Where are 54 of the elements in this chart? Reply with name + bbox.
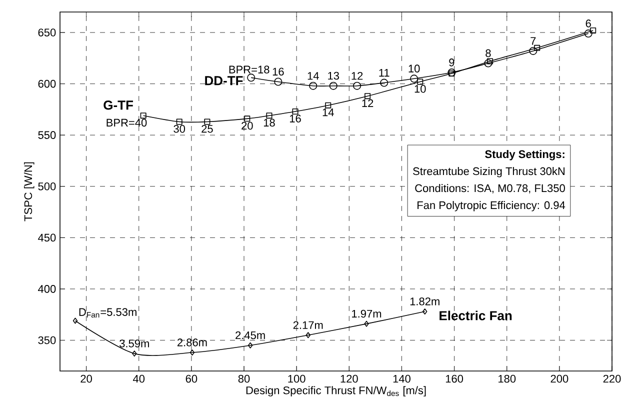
annotation: BPR=40 bbox=[106, 118, 147, 127]
annotation: 9 bbox=[449, 58, 454, 66]
annotation: 12 bbox=[362, 99, 374, 107]
annotation: 6 bbox=[586, 20, 591, 28]
y-tick-label: 600 bbox=[38, 80, 56, 88]
x-tick-label: 80 bbox=[238, 374, 250, 383]
annotation: 30 bbox=[174, 124, 186, 133]
annotation: 12 bbox=[352, 72, 363, 80]
series-label: DD-TF bbox=[205, 76, 243, 86]
annotation: Conditions: ISA, M0.78, FL350 bbox=[415, 184, 565, 194]
annotation: 20 bbox=[242, 122, 253, 130]
annotation: 3.59m bbox=[120, 340, 149, 348]
annotation: Fan Polytropic Efficiency: 0.94 bbox=[418, 201, 566, 212]
annotation: 8 bbox=[486, 49, 491, 58]
annotation: 11 bbox=[379, 69, 390, 77]
annotation: 1.82m bbox=[410, 298, 440, 306]
x-tick-label: 20 bbox=[80, 374, 92, 383]
x-tick-label: 100 bbox=[288, 374, 306, 383]
annotation: Streamtube Sizing Thrust 30kN bbox=[413, 167, 564, 178]
x-tick-label: 220 bbox=[603, 374, 621, 383]
series-label: G-TF bbox=[104, 100, 133, 110]
annotation: Study Settings: bbox=[485, 150, 564, 160]
series-label: Electric Fan bbox=[440, 310, 512, 320]
annotation: 14 bbox=[308, 72, 319, 80]
annotation: 13 bbox=[328, 72, 340, 80]
x-tick-label: 180 bbox=[498, 374, 516, 383]
y-tick-label: 450 bbox=[38, 234, 56, 242]
annotation: 25 bbox=[202, 124, 213, 133]
annotation: BPR=18 bbox=[229, 66, 270, 74]
annotation: 2.17m bbox=[293, 321, 323, 329]
x-tick-label: 60 bbox=[186, 374, 198, 383]
annotation: 7 bbox=[530, 37, 536, 45]
x-tick-label: 200 bbox=[550, 374, 568, 383]
annotation: 2.45m bbox=[236, 331, 265, 340]
annotation: 10 bbox=[414, 84, 426, 93]
x-tick-label: 140 bbox=[393, 374, 410, 383]
x-tick-label: 40 bbox=[132, 374, 145, 383]
annotation: 1.97m bbox=[352, 310, 382, 318]
y-axis-title: TSPC [W/N] bbox=[24, 162, 34, 222]
y-tick-label: 500 bbox=[38, 182, 56, 190]
annotation: 16 bbox=[290, 114, 301, 122]
annotation: 2.86m bbox=[177, 338, 207, 346]
annotation: 18 bbox=[264, 118, 275, 127]
y-tick-label: 350 bbox=[38, 336, 56, 344]
y-tick-label: 400 bbox=[38, 285, 56, 293]
x-tick-label: 160 bbox=[446, 374, 464, 383]
x-tick-label: 120 bbox=[340, 374, 358, 383]
y-tick-label: 650 bbox=[38, 28, 56, 36]
annotation: 14 bbox=[322, 108, 334, 116]
annotation: 16 bbox=[272, 68, 284, 76]
y-tick-label: 550 bbox=[38, 131, 56, 139]
x-axis-title: Design Specific Thrust FN/W$_{des}$ [m/s] bbox=[246, 386, 426, 396]
annotation: 10 bbox=[408, 64, 420, 72]
annotation: D$_{Fan}$=5.53m bbox=[79, 308, 136, 318]
